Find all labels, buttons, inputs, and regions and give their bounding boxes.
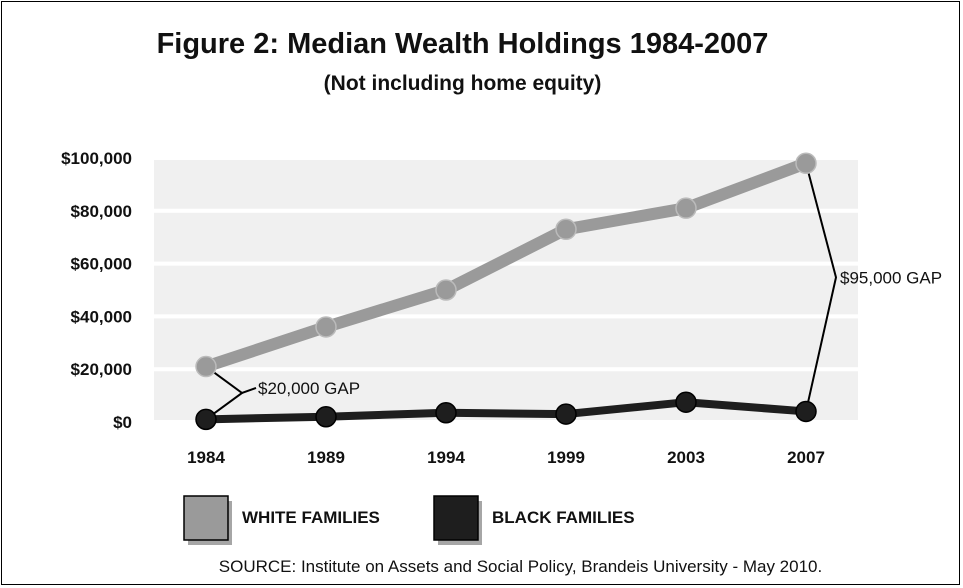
series-line: [200, 157, 812, 373]
y-tick-label: $100,000: [61, 149, 132, 168]
x-tick-label: 2007: [787, 448, 825, 467]
x-tick-label: 2003: [667, 448, 705, 467]
gap-label: $20,000 GAP: [258, 379, 360, 398]
data-point: [675, 391, 697, 413]
gap-bracket: [805, 163, 838, 412]
x-tick-label: 1984: [187, 448, 225, 467]
x-tick-label: 1989: [307, 448, 345, 467]
x-tick-label: 1994: [427, 448, 465, 467]
data-point: [315, 405, 337, 428]
data-point: [435, 402, 457, 424]
data-point: [435, 279, 457, 301]
data-point: [315, 316, 337, 338]
data-point: [795, 152, 817, 175]
data-point: [795, 400, 817, 423]
gap-bracket-tick: [241, 387, 257, 394]
legend-swatch: [183, 495, 229, 541]
y-tick-label: $20,000: [71, 360, 132, 379]
x-tick-label: 1999: [547, 448, 585, 467]
y-tick-label: $80,000: [71, 202, 132, 221]
y-tick-label: $0: [113, 413, 132, 432]
chart-title: Figure 2: Median Wealth Holdings 1984-20…: [156, 28, 769, 60]
series-line: [202, 398, 810, 424]
data-point: [555, 218, 577, 241]
legend-label: WHITE FAMILIES: [242, 508, 380, 527]
data-point: [555, 403, 577, 425]
data-point: [195, 408, 217, 431]
gap-label: $95,000 GAP: [840, 268, 942, 287]
y-tick-label: $60,000: [71, 255, 132, 274]
chart-source: SOURCE: Institute on Assets and Social P…: [218, 557, 823, 576]
data-point: [675, 197, 697, 219]
y-tick-label: $40,000: [71, 307, 132, 326]
plot-area: [152, 158, 860, 422]
legend-label: BLACK FAMILIES: [492, 508, 635, 527]
data-point: [195, 355, 217, 378]
legend-swatch: [433, 495, 479, 541]
chart-subtitle: (Not including home equity): [323, 72, 602, 95]
